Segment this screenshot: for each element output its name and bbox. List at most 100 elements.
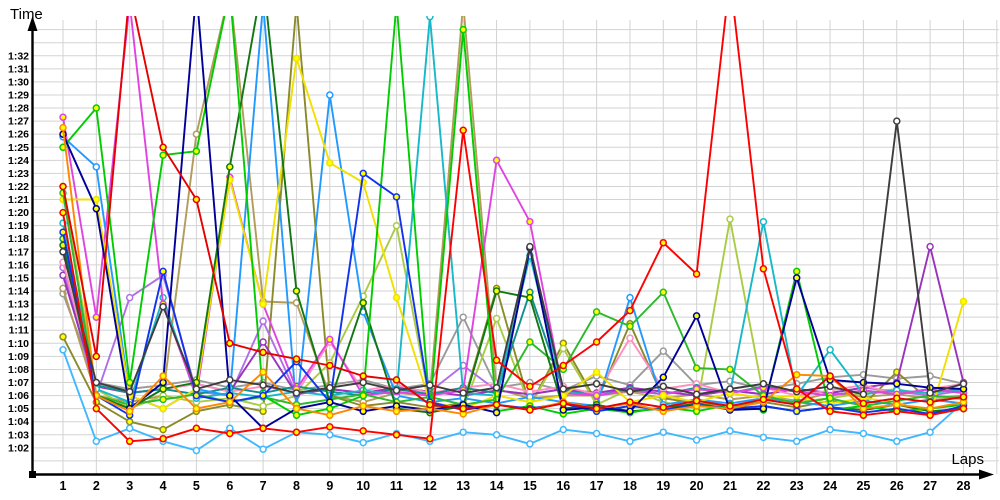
data-point-marker [192,404,201,413]
data-point-marker [392,376,401,384]
x-tick-label: 2 [93,479,100,493]
data-point-marker [626,407,634,416]
x-tick-label: 26 [890,479,904,493]
data-point-marker [392,293,401,302]
y-tick-label: 1:10 [8,338,29,350]
series-line-dark-gray [62,120,964,396]
data-point-marker [792,267,801,276]
data-point-marker [59,208,67,217]
data-point-marker [659,238,668,247]
x-tick-label: 13 [456,479,470,493]
data-point-marker [659,391,668,400]
x-tick-label: 24 [823,479,837,493]
data-point-marker [926,389,934,397]
data-point-marker [292,54,301,63]
data-point-marker [559,425,568,434]
data-point-marker [326,159,334,167]
data-point-marker [859,390,868,399]
data-point-marker [92,195,101,204]
data-point-marker [492,383,501,392]
axes [31,28,981,476]
data-point-marker [294,1,300,7]
data-point-marker [526,382,534,391]
x-tick-label: 11 [390,479,403,493]
series-line-khaki [62,16,964,404]
data-point-marker [159,378,167,387]
data-point-marker [492,431,501,439]
data-point-marker [192,195,201,204]
data-point-marker [759,265,768,273]
data-point-marker [92,352,101,361]
data-point-marker [326,411,334,419]
x-tick-label: 21 [723,479,737,493]
data-point-marker [125,407,134,416]
series-layer [59,1,968,455]
data-point-marker [326,383,334,392]
data-point-marker [659,382,668,391]
series-line-sky-blue [62,349,965,452]
data-point-marker [459,25,467,34]
data-point-marker [359,438,367,447]
data-point-marker [259,317,267,325]
axis-origin-square [29,471,36,478]
data-point-marker [259,402,267,410]
x-axis-arrow [979,469,994,480]
data-point-marker [226,163,234,171]
y-tick-label: 1:07 [8,377,29,389]
data-point-marker [926,242,934,251]
data-point-marker [226,398,234,406]
data-point-marker [159,434,167,443]
data-point-marker [259,391,267,400]
data-point-marker [226,429,234,438]
y-tick-label: 1:24 [8,155,29,167]
data-point-marker [127,1,133,7]
data-point-marker [592,404,601,413]
data-point-marker [226,391,234,400]
y-tick-label: 1:29 [8,90,29,102]
data-point-marker [893,117,901,125]
data-point-marker [125,424,134,433]
x-tick-label: 4 [160,479,167,493]
data-point-marker [359,402,367,410]
x-tick-label: 9 [326,479,333,493]
data-point-marker [159,395,167,404]
data-point-marker [626,334,634,342]
y-tick-label: 1:18 [8,233,29,245]
data-point-marker [359,169,367,178]
data-point-marker [59,284,67,293]
data-point-marker [526,217,534,226]
data-point-marker [926,411,934,419]
data-point-marker [125,293,134,302]
data-point-marker [159,267,167,276]
data-point-marker [692,364,701,372]
data-point-marker [259,368,267,376]
x-tick-label: 5 [193,479,200,493]
y-tick-label: 1:04 [8,416,29,428]
data-point-marker [492,287,501,295]
data-point-marker [692,312,701,320]
data-point-marker [392,431,401,439]
y-tick-label: 1:19 [8,220,29,232]
data-point-marker [792,385,801,393]
data-point-marker [492,408,501,417]
data-point-marker [792,400,801,409]
y-tick-label: 1:28 [8,103,29,115]
x-tick-label: 19 [656,479,670,493]
data-point-marker [626,398,634,406]
x-tick-label: 22 [756,479,770,493]
series-line-red-1 [62,16,964,443]
data-point-marker [159,385,167,393]
data-point-marker [226,339,234,348]
y-tick-label: 1:03 [8,429,29,441]
data-point-marker [659,347,668,355]
data-point-marker [92,437,101,446]
data-point-marker [826,425,834,434]
data-point-marker [59,346,67,354]
data-point-marker [292,428,301,436]
y-tick-label: 1:23 [8,168,29,180]
data-point-marker [326,431,334,439]
data-point-marker [792,437,801,446]
data-point-marker [460,1,466,7]
x-tick-label: 8 [293,479,300,493]
data-point-marker [959,393,968,401]
